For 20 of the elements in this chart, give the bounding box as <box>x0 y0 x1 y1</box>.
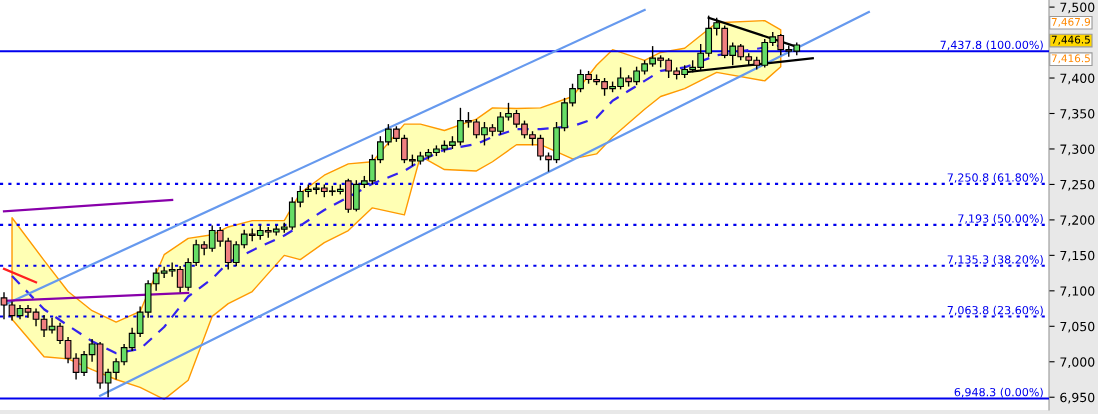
y-tick-label: 7,500 <box>1060 2 1095 14</box>
ref-line-label: 7,250.8 (61.80%) <box>947 173 1043 184</box>
text: 7,416.5 <box>1051 54 1090 64</box>
ref-line-label: 7,135.3 (38.20%) <box>947 255 1043 265</box>
y-tick-label: 7,250 <box>1060 179 1095 191</box>
text: 7,446.5 <box>1051 35 1090 45</box>
text: 7,467.9 <box>1051 17 1091 27</box>
ref-line-label: 7,063.8 (23.60%) <box>947 305 1043 316</box>
y-tick-label: 7,350 <box>1060 108 1095 120</box>
ref-line-label: 6,948.3 (0.00%) <box>954 387 1043 398</box>
y-tick-label: 6,950 <box>1060 392 1095 404</box>
y-tick-label: 7,200 <box>1060 215 1095 227</box>
y-tick-label: 7,150 <box>1060 250 1095 262</box>
ref-line-label: 7,193 (50.00%) <box>958 214 1043 225</box>
ref-line-label: 7,437.8 (100.00%) <box>940 40 1043 51</box>
y-tick-label: 7,300 <box>1060 144 1095 156</box>
y-tick-label: 7,100 <box>1060 286 1095 298</box>
y-tick-label: 7,000 <box>1060 357 1095 368</box>
y-tick-label: 7,050 <box>1060 321 1095 333</box>
y-tick-label: 7,400 <box>1060 73 1095 85</box>
